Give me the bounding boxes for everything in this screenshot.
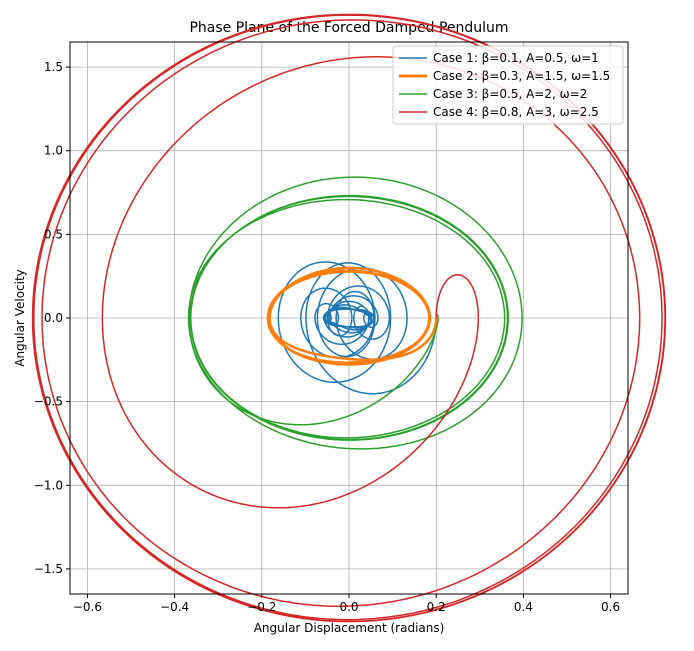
y-tick-label: 0.5 — [44, 227, 63, 241]
x-tick-label: 0.0 — [339, 600, 358, 614]
y-tick-label: 0.0 — [44, 311, 63, 325]
legend-label-case-3: Case 3: β=0.5, A=2, ω=2 — [433, 87, 587, 101]
series-case-4-trajectory — [31, 13, 667, 623]
x-tick-label: 0.4 — [514, 600, 533, 614]
y-tick-label: −1.5 — [34, 562, 63, 576]
x-tick-label: 0.6 — [601, 600, 620, 614]
legend-label-case-1: Case 1: β=0.1, A=0.5, ω=1 — [433, 51, 599, 65]
axis-ticks: −0.6 −0.4 −0.2 0.0 0.2 0.4 0.6 −1.5 −1.0 −0.5 0.0 0… — [34, 60, 620, 614]
legend-box — [392, 45, 624, 125]
legend-label-case-2: Case 2: β=0.3, A=1.5, ω=1.5 — [433, 69, 610, 83]
x-tick-label: −0.2 — [247, 600, 276, 614]
legend: Case 1: β=0.1, A=0.5, ω=1 Case 2: β=0.3,… — [392, 45, 624, 125]
y-axis-label: Angular Velocity — [13, 269, 27, 367]
y-tick-label: −1.0 — [34, 478, 63, 492]
y-tick-label: −0.5 — [34, 395, 63, 409]
series-case-2-trajectory — [266, 266, 438, 366]
series-layer — [31, 13, 667, 623]
y-tick-label: 1.0 — [44, 144, 63, 158]
grid — [70, 42, 628, 594]
x-axis-label: Angular Displacement (radians) — [254, 621, 445, 635]
series-case-3-trajectory — [187, 176, 523, 450]
y-tick-label: 1.5 — [44, 60, 63, 74]
x-tick-label: 0.2 — [427, 600, 446, 614]
x-tick-label: −0.4 — [160, 600, 189, 614]
series-case-1-trajectory — [277, 261, 437, 395]
x-tick-label: −0.6 — [73, 600, 102, 614]
legend-label-case-4: Case 4: β=0.8, A=3, ω=2.5 — [433, 105, 599, 119]
